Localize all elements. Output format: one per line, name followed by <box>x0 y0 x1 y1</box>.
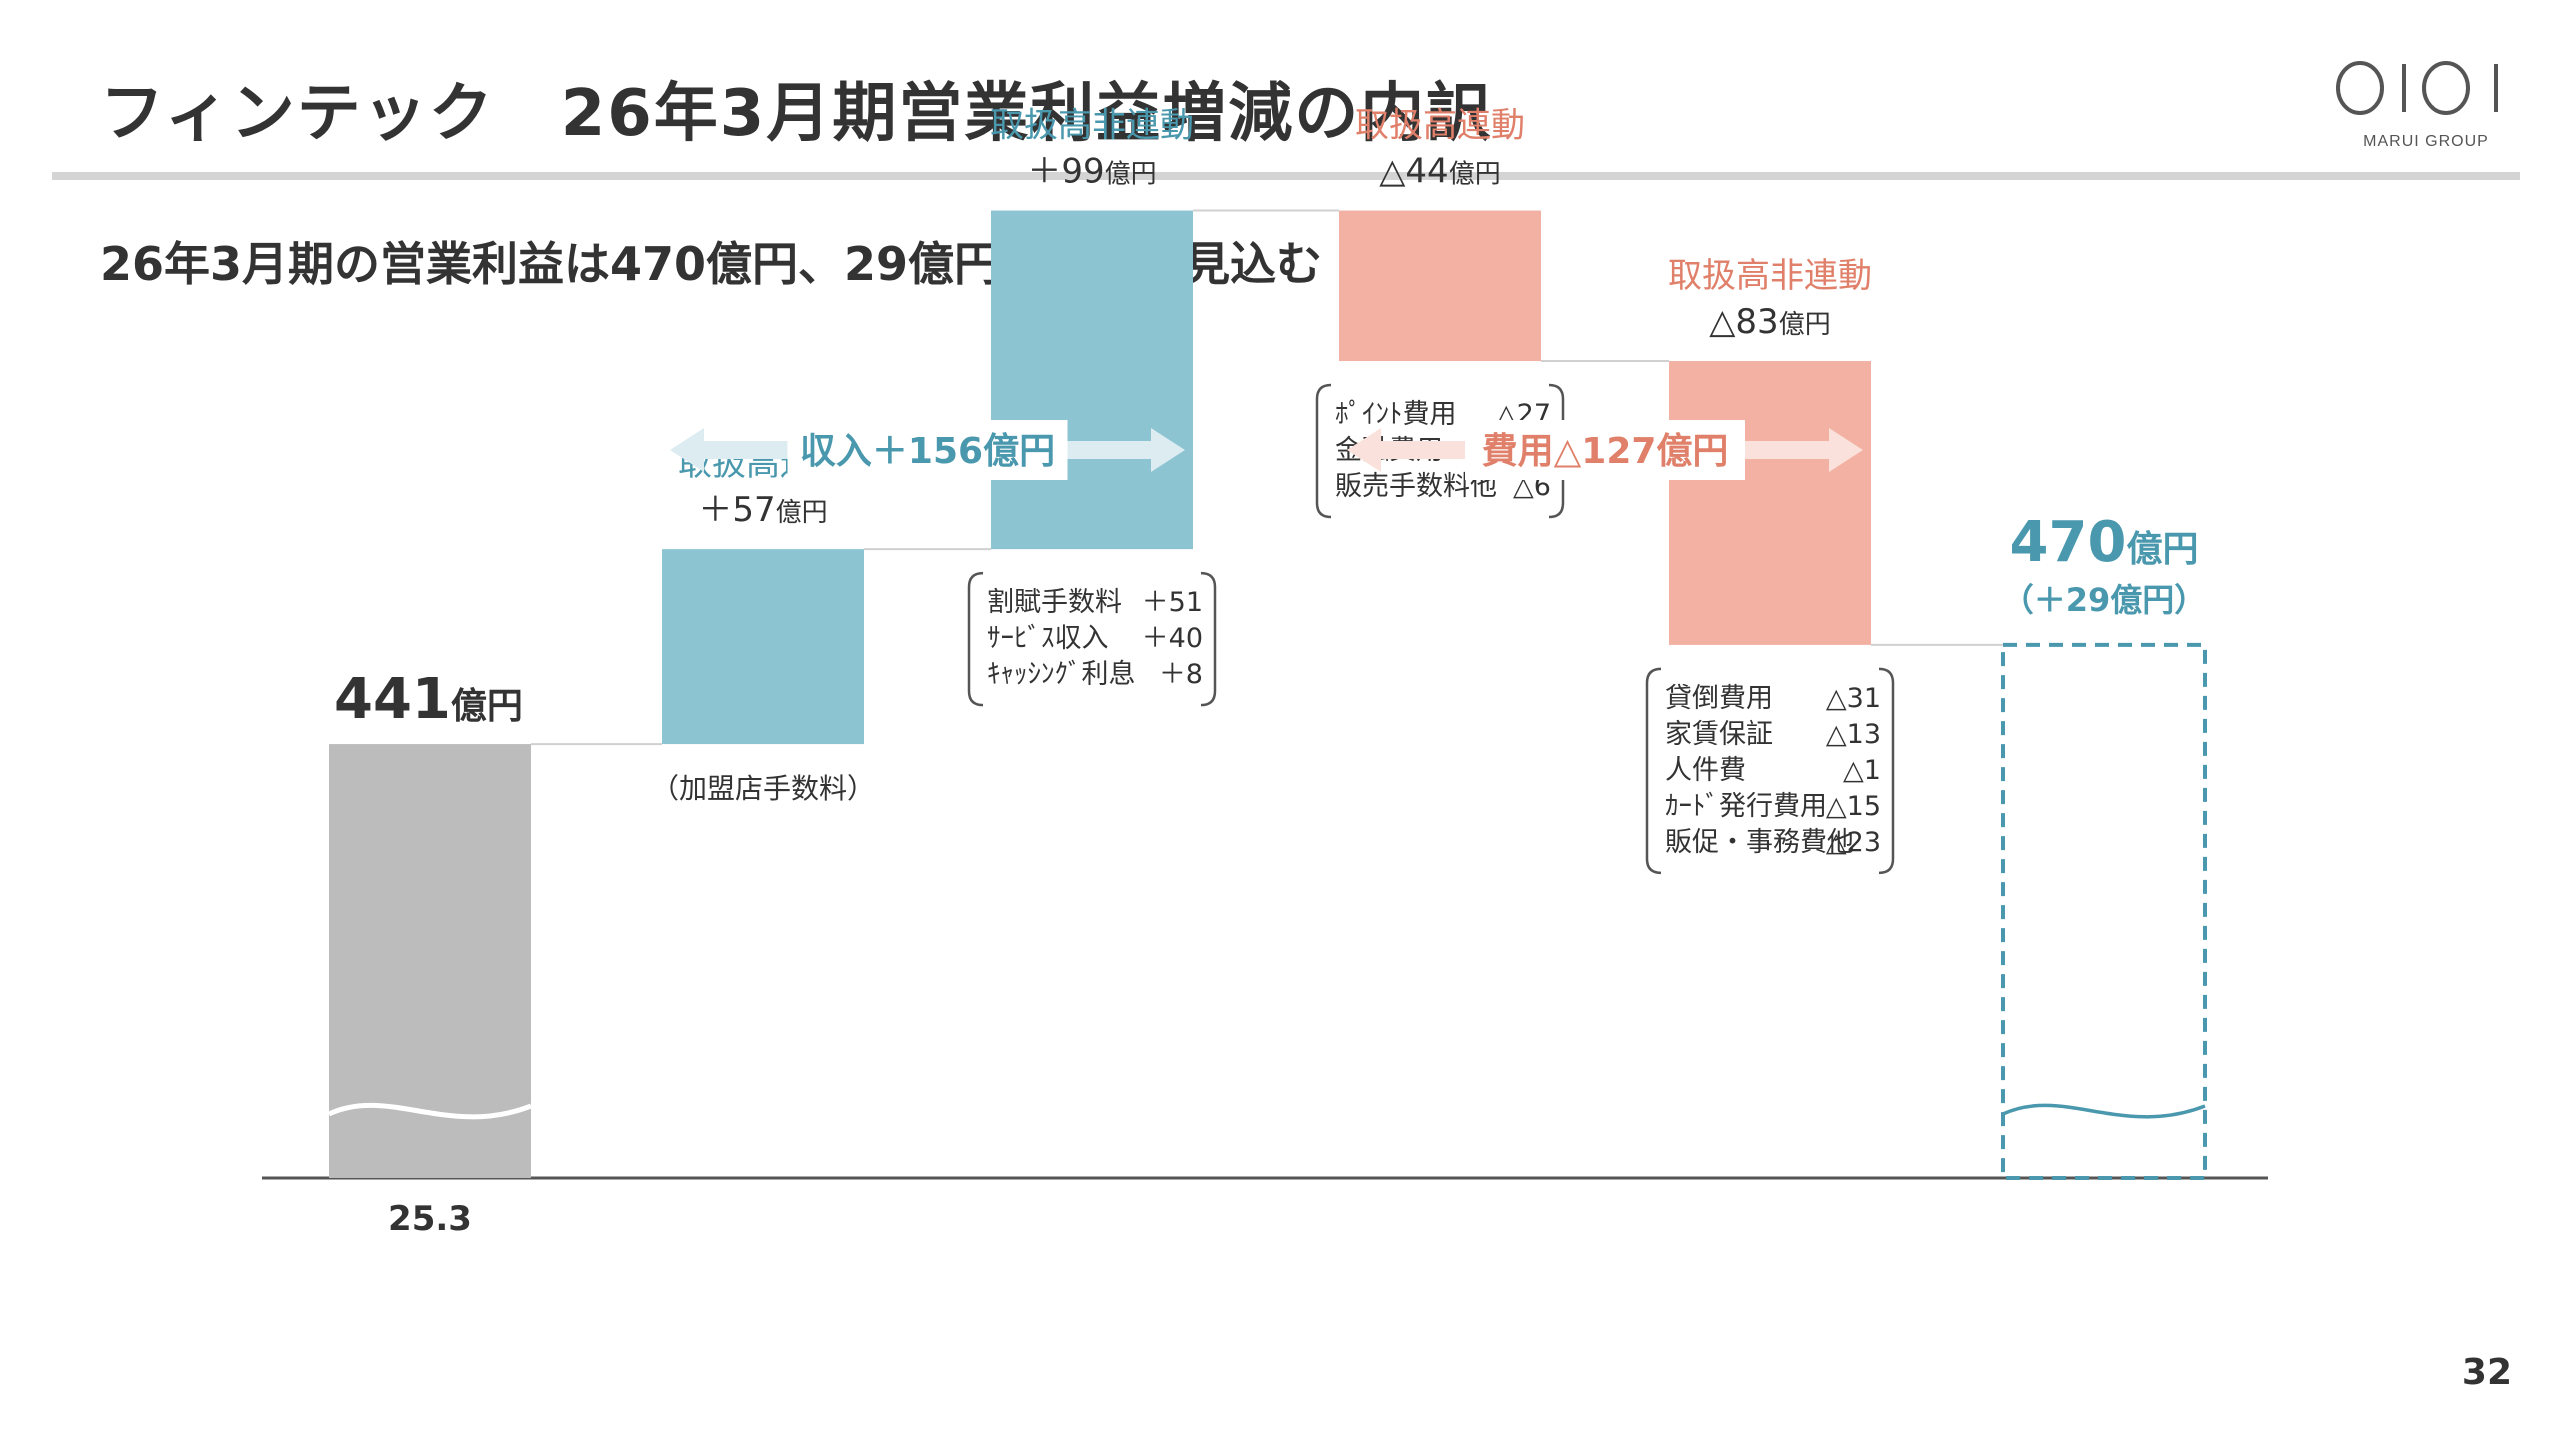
breakdown-item-value: △1 <box>1843 755 1881 786</box>
income-step-value: ＋99億円 <box>1027 152 1156 192</box>
breakdown-item-value: ＋51 <box>1142 587 1203 618</box>
step-value-number: △83 <box>1709 302 1778 342</box>
step-note: （加盟店手数料） <box>651 772 875 805</box>
breakdown-bracket-right <box>1200 571 1217 707</box>
logo-text: MARUI GROUP <box>2363 133 2489 150</box>
income-step-value: ＋57億円 <box>698 490 827 530</box>
expense-bar <box>1669 361 1871 645</box>
logo-ring-right <box>2422 61 2470 115</box>
expense-step-value: △44億円 <box>1379 152 1500 192</box>
breakdown-item-value: ＋40 <box>1142 623 1203 654</box>
start-value-label: 441億円 <box>334 667 523 732</box>
breakdown-item-value: ＋8 <box>1159 659 1203 690</box>
marui-group-logo: MARUI GROUP <box>2336 61 2498 150</box>
x-category-label: 25.3 <box>388 1199 472 1239</box>
breakdown-bracket-left <box>1645 667 1662 875</box>
breakdown-bracket-right <box>1878 667 1895 875</box>
start-value-number: 441 <box>334 667 451 732</box>
breakdown-bracket-left <box>967 571 984 707</box>
breakdown-item-name: 人件費 <box>1665 755 1746 786</box>
breakdown-item-name: ｻｰﾋﾞｽ収入 <box>987 623 1109 654</box>
step-value-number: △44 <box>1379 152 1448 192</box>
expense-step-title: 取扱高非連動 <box>1668 256 1872 296</box>
income-bar <box>662 549 864 745</box>
end-value-label: 470億円 <box>2010 510 2199 575</box>
breakdown-item-value: △23 <box>1826 827 1881 858</box>
logo-ring-left <box>2336 61 2384 115</box>
breakdown-item-value: △15 <box>1826 791 1881 822</box>
expense-step-title: 取扱高連動 <box>1355 106 1525 146</box>
income-step-title: 取扱高非連動 <box>990 106 1194 146</box>
page-number: 32 <box>2461 1352 2512 1393</box>
expense-group-label: 費用△127億円 <box>1482 431 1729 472</box>
group-label-backdrop <box>1465 420 1745 480</box>
step-value-unit: 億円 <box>776 498 828 528</box>
breakdown-bracket-left <box>1315 383 1332 519</box>
title-divider <box>52 172 2520 180</box>
breakdown-item-value: △13 <box>1826 719 1881 750</box>
breakdown-item-name: 割賦手数料 <box>987 587 1122 618</box>
breakdown-item-name: 貸倒費用 <box>1665 683 1773 714</box>
breakdown-item-name: ｷｬｯｼﾝｸﾞ利息 <box>987 659 1136 690</box>
breakdown-item-name: ﾎﾟｲﾝﾄ費用 <box>1335 399 1457 430</box>
step-value-number: ＋57 <box>698 490 775 530</box>
step-value-unit: 億円 <box>1779 310 1831 340</box>
breakdown-item-name: ｶｰﾄﾞ発行費用 <box>1665 791 1827 822</box>
end-axis-break-wave <box>2002 1103 2206 1119</box>
page-title: フィンテック 26年3月期営業利益増減の内訳 <box>100 77 1493 151</box>
step-value-number: ＋99 <box>1027 152 1104 192</box>
end-bar-frame <box>2001 642 2207 1180</box>
breakdown-item-name: 家賃保証 <box>1665 719 1773 750</box>
income-bar <box>991 210 1193 550</box>
breakdown-item-value: △31 <box>1826 683 1881 714</box>
end-change-label: （＋29億円） <box>2002 581 2207 619</box>
step-value-unit: 億円 <box>1449 160 1501 190</box>
income-group-label: 収入＋156億円 <box>800 431 1055 472</box>
end-value-number: 470 <box>2010 510 2127 575</box>
end-value-unit: 億円 <box>2126 529 2198 570</box>
expense-bar <box>1339 210 1541 362</box>
breakdown-item-name: 販促・事務費他 <box>1665 827 1854 858</box>
step-value-unit: 億円 <box>1105 160 1157 190</box>
group-label-backdrop <box>787 420 1068 480</box>
axis-break-wave <box>327 1102 532 1120</box>
expense-step-value: △83億円 <box>1709 302 1830 342</box>
start-value-unit: 億円 <box>451 686 523 727</box>
